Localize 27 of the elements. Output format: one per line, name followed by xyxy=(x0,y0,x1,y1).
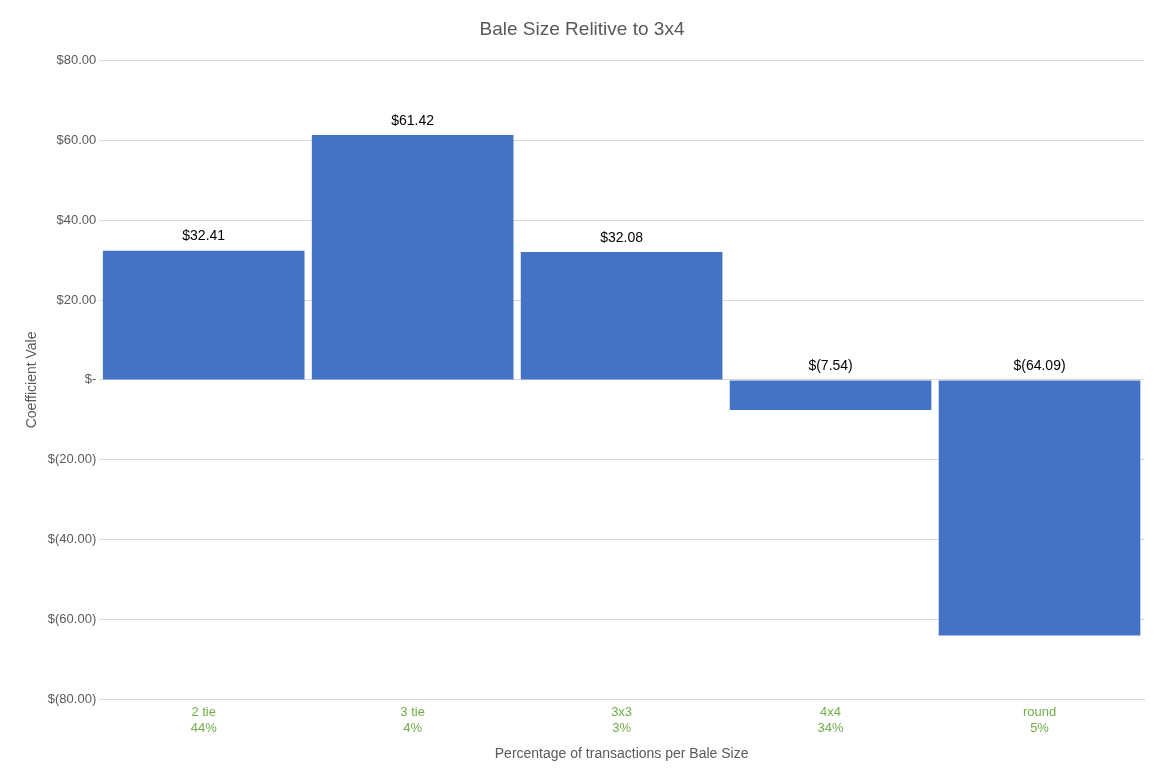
bar xyxy=(729,380,932,410)
bar xyxy=(938,380,1141,636)
y-axis-title: Coefficient Vale xyxy=(23,331,40,429)
x-axis-title: Percentage of transactions per Bale Size xyxy=(494,745,749,762)
data-label: $32.41 xyxy=(182,227,226,244)
y-tick-label: $40.00 xyxy=(56,211,97,227)
y-tick-label: $(80.00) xyxy=(47,690,97,706)
y-tick-label: $80.00 xyxy=(56,52,97,68)
x-tick-label: 2 tie 44% xyxy=(190,704,218,735)
data-label: $61.42 xyxy=(391,111,435,128)
x-tick-label: 4x4 34% xyxy=(817,704,845,735)
x-tick-label: 3 tie 4% xyxy=(400,704,425,735)
x-tick-label: round 5% xyxy=(1022,704,1057,735)
data-label: $(7.54) xyxy=(808,356,853,373)
y-tick-label: $- xyxy=(84,371,97,387)
y-tick-label: $(20.00) xyxy=(47,451,97,467)
data-label: $(64.09) xyxy=(1013,356,1066,373)
y-tick-label: $(40.00) xyxy=(47,531,97,547)
y-tick-label: $20.00 xyxy=(56,291,97,307)
x-tick-label: 3x3 3% xyxy=(611,704,633,735)
data-label: $32.08 xyxy=(600,228,644,245)
chart-title: Bale Size Relitive to 3x4 xyxy=(479,17,685,39)
y-tick-label: $60.00 xyxy=(56,132,97,148)
bar xyxy=(102,250,305,380)
y-tick-label: $(60.00) xyxy=(47,610,97,626)
bar xyxy=(311,134,514,380)
bar xyxy=(520,251,723,380)
